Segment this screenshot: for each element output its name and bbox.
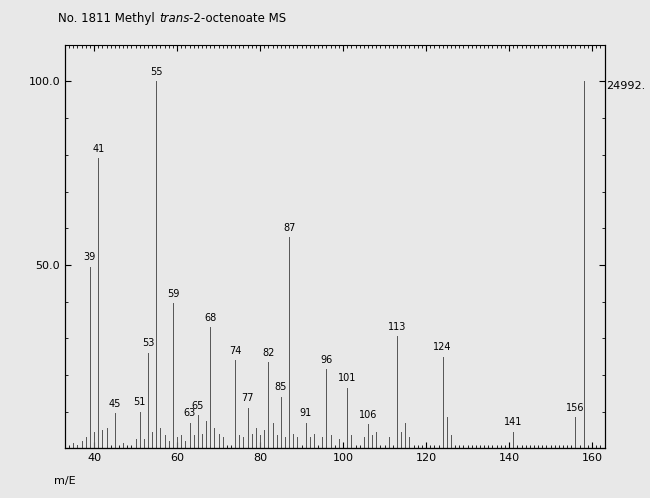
Text: 85: 85	[274, 382, 287, 392]
Text: -2-octenoate MS: -2-octenoate MS	[189, 12, 287, 25]
Text: 51: 51	[133, 397, 146, 407]
Text: 96: 96	[320, 355, 333, 365]
Text: 101: 101	[338, 374, 356, 383]
Text: trans: trans	[159, 12, 189, 25]
Text: 74: 74	[229, 346, 241, 356]
Text: 59: 59	[166, 289, 179, 299]
Text: 91: 91	[300, 408, 312, 418]
Text: 45: 45	[109, 399, 121, 409]
Text: 113: 113	[388, 322, 406, 332]
Text: 141: 141	[504, 417, 523, 427]
Text: 124: 124	[434, 342, 452, 352]
Text: 53: 53	[142, 339, 154, 349]
Text: 156: 156	[566, 402, 585, 413]
Text: 63: 63	[183, 408, 196, 418]
Text: 68: 68	[204, 313, 216, 323]
Text: 77: 77	[241, 393, 254, 403]
Text: 82: 82	[262, 348, 274, 358]
Text: 65: 65	[192, 401, 204, 411]
Text: 106: 106	[359, 410, 377, 420]
Text: 39: 39	[84, 252, 96, 262]
Text: 55: 55	[150, 67, 162, 77]
Text: No. 1811 Methyl: No. 1811 Methyl	[58, 12, 159, 25]
Text: m/E: m/E	[54, 477, 76, 487]
Text: 41: 41	[92, 144, 105, 154]
Text: 87: 87	[283, 223, 295, 233]
Text: 24992.: 24992.	[606, 82, 645, 92]
